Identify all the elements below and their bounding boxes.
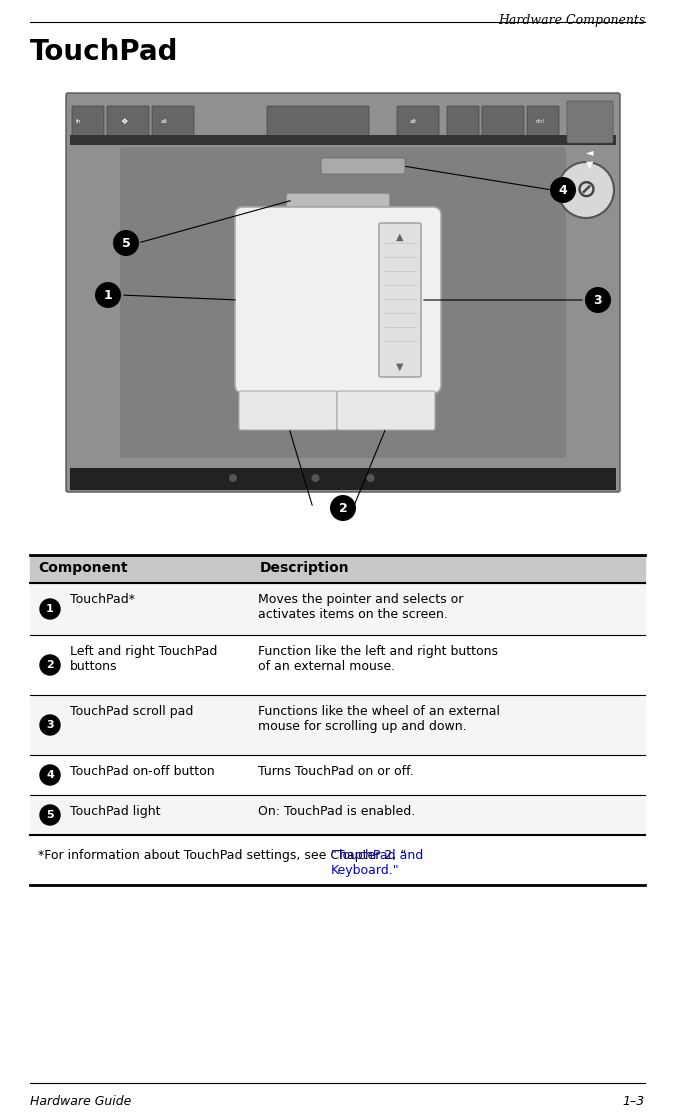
Text: alt: alt [161,118,168,124]
Text: ▼: ▼ [396,362,404,372]
Text: Left and right TouchPad
buttons: Left and right TouchPad buttons [70,646,217,673]
Circle shape [367,474,375,482]
FancyBboxPatch shape [567,101,613,142]
FancyBboxPatch shape [447,106,479,138]
Text: 5: 5 [122,236,130,249]
Circle shape [311,474,319,482]
Circle shape [40,599,60,619]
FancyBboxPatch shape [379,223,421,377]
Text: ⊘: ⊘ [576,178,597,201]
Text: *For information about TouchPad settings, see Chapter 2, “: *For information about TouchPad settings… [38,849,406,861]
FancyBboxPatch shape [72,106,104,138]
FancyBboxPatch shape [152,106,194,138]
Text: Description: Description [260,561,350,575]
Circle shape [585,287,611,313]
Text: alt: alt [410,118,417,124]
Text: 5: 5 [46,810,54,820]
Text: Functions like the wheel of an external
mouse for scrolling up and down.: Functions like the wheel of an external … [258,705,500,733]
Circle shape [40,715,60,735]
Text: 1: 1 [104,288,112,302]
Text: 4: 4 [559,184,568,197]
FancyBboxPatch shape [107,106,149,138]
Circle shape [40,805,60,825]
Text: "TouchPad and
Keyboard.": "TouchPad and Keyboard." [331,849,423,877]
Text: ▲: ▲ [396,232,404,242]
Text: Moves the pointer and selects or
activates items on the screen.: Moves the pointer and selects or activat… [258,593,463,621]
Text: TouchPad: TouchPad [30,38,178,66]
Text: TouchPad on-off button: TouchPad on-off button [70,765,215,778]
Circle shape [95,282,121,308]
FancyBboxPatch shape [337,391,435,430]
FancyBboxPatch shape [267,106,369,138]
Text: TouchPad scroll pad: TouchPad scroll pad [70,705,193,718]
Circle shape [113,230,139,256]
Circle shape [40,654,60,674]
FancyBboxPatch shape [235,207,441,393]
Text: 3: 3 [46,720,54,730]
Text: ❖: ❖ [120,117,128,126]
Text: fn: fn [76,118,82,124]
FancyBboxPatch shape [120,147,566,459]
Text: ▼: ▼ [587,160,594,170]
Text: 1: 1 [46,604,54,614]
Text: On: TouchPad is enabled.: On: TouchPad is enabled. [258,805,415,818]
FancyBboxPatch shape [286,194,389,207]
Text: ◄: ◄ [587,147,594,157]
Text: Hardware Guide: Hardware Guide [30,1095,132,1109]
FancyBboxPatch shape [239,391,337,430]
Text: 2: 2 [339,502,348,514]
FancyBboxPatch shape [482,106,524,138]
Text: TouchPad*: TouchPad* [70,593,135,605]
FancyBboxPatch shape [70,135,616,145]
Text: 4: 4 [46,770,54,780]
Circle shape [330,495,356,521]
Circle shape [40,765,60,785]
Text: Turns TouchPad on or off.: Turns TouchPad on or off. [258,765,414,778]
FancyBboxPatch shape [70,467,616,490]
Circle shape [229,474,237,482]
Text: Hardware Components: Hardware Components [497,14,645,27]
Text: ctrl: ctrl [536,118,545,124]
FancyBboxPatch shape [66,93,620,492]
Text: 2: 2 [46,660,54,670]
FancyBboxPatch shape [527,106,559,138]
FancyBboxPatch shape [397,106,439,138]
Circle shape [558,162,614,218]
Circle shape [550,177,576,203]
Text: 3: 3 [594,294,602,306]
Text: 1–3: 1–3 [623,1095,645,1109]
Text: TouchPad light: TouchPad light [70,805,161,818]
Text: Function like the left and right buttons
of an external mouse.: Function like the left and right buttons… [258,646,498,673]
Text: Component: Component [38,561,128,575]
FancyBboxPatch shape [321,158,405,174]
